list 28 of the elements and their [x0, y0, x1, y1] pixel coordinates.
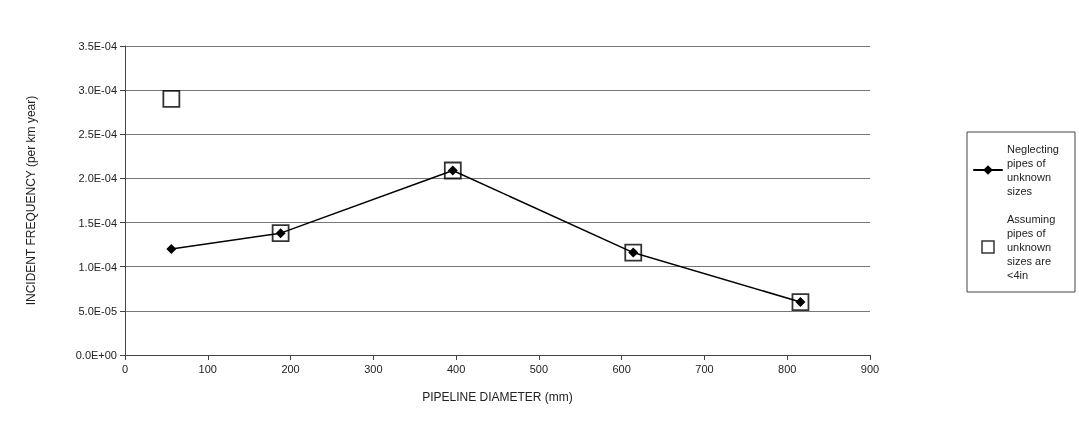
y-tick-label: 1.0E-04 — [78, 260, 117, 273]
y-tick-label: 2.5E-04 — [78, 128, 117, 141]
x-tick-label: 700 — [695, 362, 714, 375]
x-axis-title: PIPELINE DIAMETER (mm) — [422, 390, 573, 404]
legend-label: Neglecting pipes of unknown sizes — [1007, 143, 1063, 197]
point — [271, 224, 290, 243]
x-tick-label: 100 — [198, 362, 217, 375]
x-tick-label: 400 — [446, 362, 466, 375]
point — [624, 243, 643, 262]
y-tick-label: 0.0E+00 — [75, 349, 117, 361]
x-tick-label: 200 — [281, 362, 300, 375]
x-tick-label: 500 — [529, 362, 549, 375]
x-tick-label: 0 — [121, 362, 129, 375]
x-tick-label: 900 — [860, 362, 880, 375]
point — [166, 244, 177, 255]
legend-label: Assuming pipes of unknown sizes are <4in — [1007, 213, 1059, 281]
x-tick-label: 600 — [612, 362, 631, 375]
y-tick-label: 2.0E-04 — [78, 172, 117, 185]
point — [162, 90, 181, 108]
y-tick-label: 3.0E-04 — [78, 84, 117, 97]
y-tick-label: 1.5E-04 — [78, 216, 117, 229]
y-tick-label: 5.0E-05 — [78, 304, 117, 317]
x-tick-label: 300 — [364, 362, 383, 375]
point — [791, 293, 810, 311]
y-axis-title: INCIDENT FREQUENCY (per km year) — [24, 95, 38, 306]
y-tick-label: 3.5E-04 — [78, 40, 117, 52]
point — [443, 161, 462, 180]
x-tick-label: 800 — [778, 362, 797, 375]
